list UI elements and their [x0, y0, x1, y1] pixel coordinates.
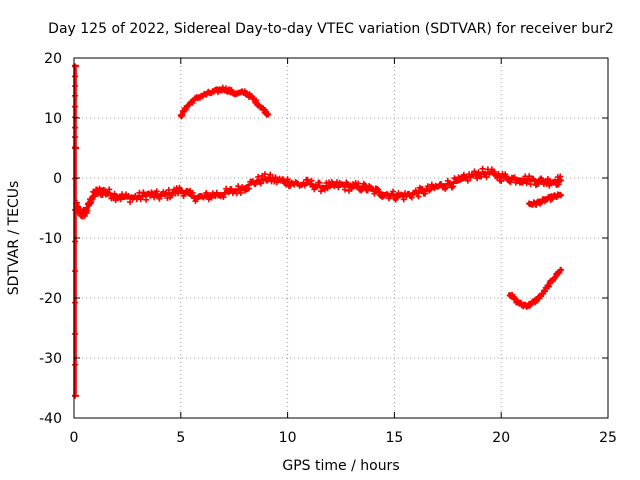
x-tick-label: 0: [70, 430, 79, 446]
y-axis-label: SDTVAR / TECUs: [6, 181, 22, 296]
x-tick-label: 20: [492, 430, 510, 446]
y-tick-label: -40: [39, 411, 62, 427]
series-edge-points: [72, 63, 80, 399]
y-tick-label: 20: [44, 51, 62, 67]
x-tick-label: 25: [599, 430, 617, 446]
x-tick-label: 15: [385, 430, 403, 446]
y-tick-label: 10: [44, 111, 62, 127]
y-tick-label: 0: [53, 171, 62, 187]
series-tail-branch: [525, 191, 565, 208]
chart-title: Day 125 of 2022, Sidereal Day-to-day VTE…: [48, 21, 614, 37]
series-lower-curve: [506, 266, 565, 310]
y-tick-label: -30: [39, 351, 62, 367]
data-series: [72, 63, 565, 399]
y-tick-label: -10: [39, 231, 62, 247]
x-tick-label: 5: [176, 430, 185, 446]
x-tick-label: 10: [279, 430, 297, 446]
series-hump: [177, 84, 272, 120]
x-axis-label: GPS time / hours: [282, 458, 399, 474]
axis-ticks: 0 5 10 15 20 25 -40 -30 -20 -10 0 10 20: [39, 51, 617, 446]
y-tick-label: -20: [39, 291, 62, 307]
series-main-band: [73, 165, 565, 220]
grid-lines: [74, 58, 608, 418]
